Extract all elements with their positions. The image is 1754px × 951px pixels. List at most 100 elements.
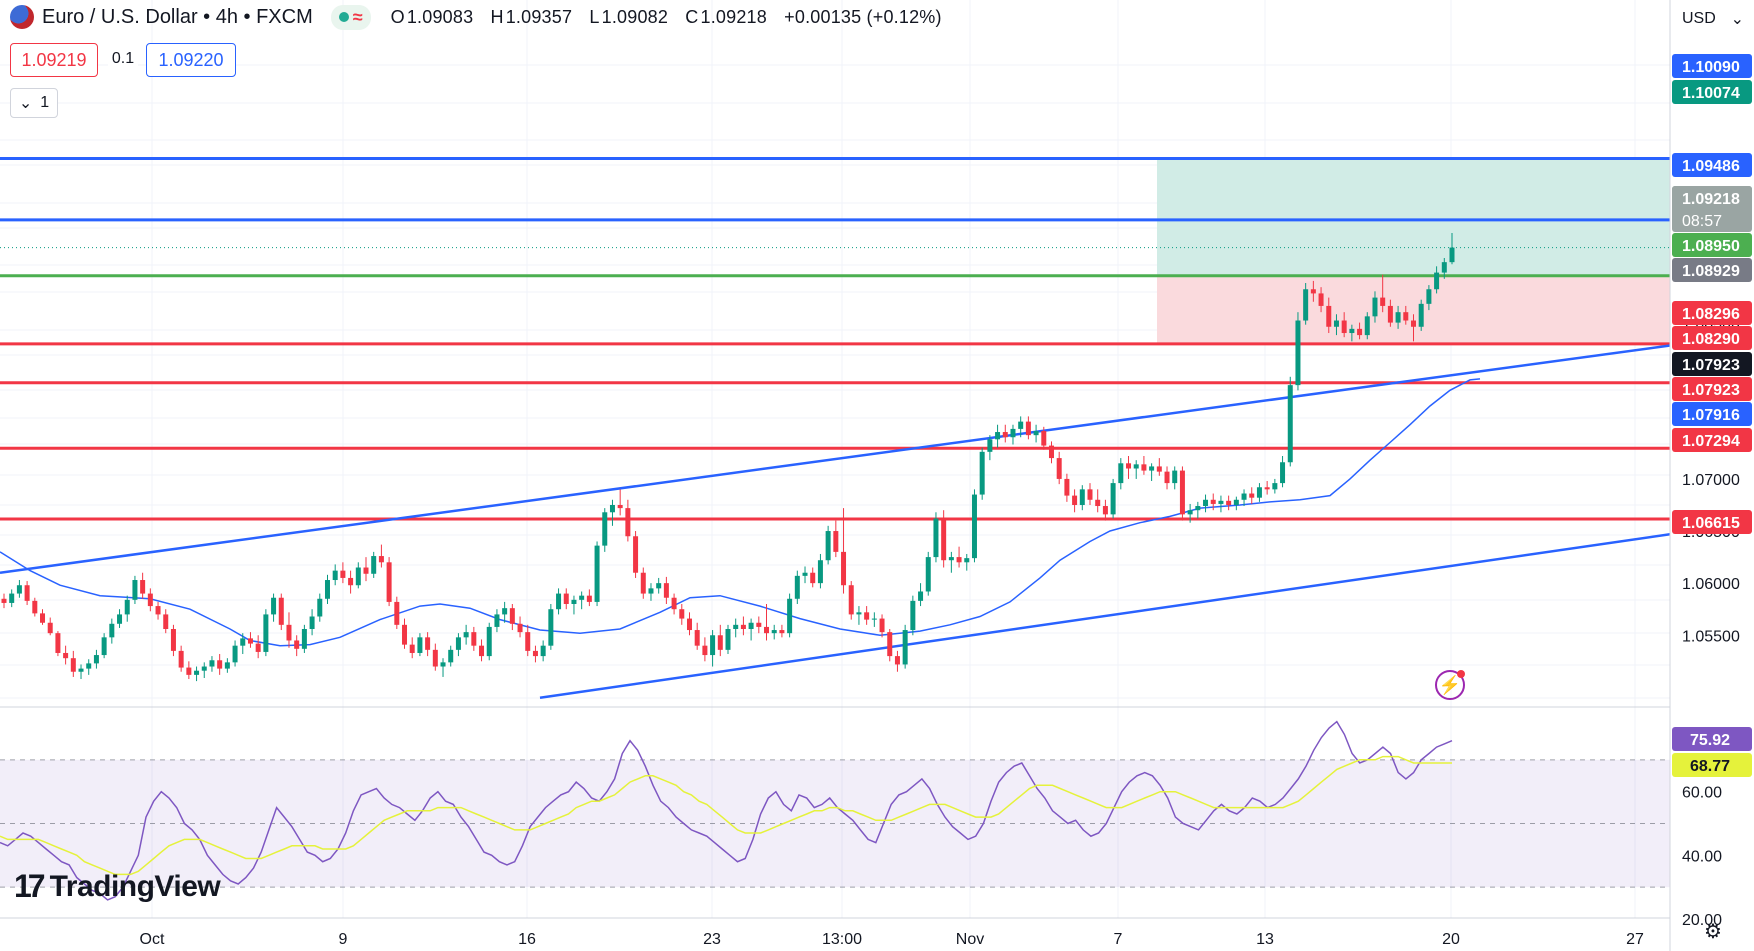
candle-body bbox=[186, 667, 192, 675]
candle-body bbox=[1, 598, 7, 603]
alert-bolt-icon[interactable]: ⚡ bbox=[1435, 670, 1465, 700]
candle-body bbox=[864, 612, 870, 620]
axis-price-label: 1.09218 bbox=[1682, 191, 1740, 208]
candle-body bbox=[448, 649, 454, 663]
candle-body bbox=[232, 645, 238, 663]
low-label: L bbox=[589, 6, 600, 27]
candle-body bbox=[1249, 493, 1255, 498]
indicator-collapse-button[interactable]: ⌄ 1 bbox=[10, 88, 58, 118]
notification-dot-icon bbox=[1457, 670, 1465, 678]
candle-body bbox=[841, 551, 847, 586]
indicator-count: 1 bbox=[40, 94, 50, 111]
trend-channel-lower bbox=[539, 520, 1754, 700]
candle-body bbox=[194, 670, 200, 675]
candle-body bbox=[1156, 466, 1162, 472]
candle-body bbox=[1102, 506, 1108, 515]
axis-price-badge bbox=[1672, 186, 1752, 210]
rsi-tick-label: 60.00 bbox=[1682, 785, 1722, 802]
candle-body bbox=[209, 660, 215, 667]
candle-body bbox=[563, 593, 569, 604]
wave-icon: ≈ bbox=[352, 6, 363, 27]
symbol-title[interactable]: Euro / U.S. Dollar • 4h • FXCM bbox=[42, 5, 313, 28]
candle-body bbox=[1048, 445, 1054, 459]
open-value: 1.09083 bbox=[406, 6, 474, 27]
candle-body bbox=[1164, 471, 1170, 484]
candle-body bbox=[324, 580, 330, 599]
candle-body bbox=[1079, 489, 1085, 505]
candle-body bbox=[1303, 289, 1309, 321]
candle-body bbox=[1357, 328, 1363, 336]
candle-body bbox=[1372, 297, 1378, 317]
candle-body bbox=[1256, 487, 1262, 498]
x-tick-label: 9 bbox=[339, 931, 348, 948]
candle-body bbox=[856, 612, 862, 615]
candle-body bbox=[371, 556, 377, 574]
candle-body bbox=[910, 600, 916, 631]
x-tick-label: 16 bbox=[518, 931, 536, 948]
candle-body bbox=[733, 624, 739, 630]
axis-price-label: 1.07294 bbox=[1682, 433, 1740, 450]
candle-body bbox=[725, 629, 731, 650]
axis-price-badge bbox=[1672, 377, 1752, 401]
candle-body bbox=[894, 656, 900, 665]
y-tick-label: 1.07000 bbox=[1682, 472, 1740, 489]
candle-body bbox=[386, 562, 392, 602]
candle-body bbox=[1264, 487, 1270, 490]
candle-body bbox=[1041, 430, 1047, 446]
candle-body bbox=[425, 637, 431, 650]
candle-body bbox=[155, 606, 161, 615]
candle-body bbox=[540, 645, 546, 657]
candle-body bbox=[47, 622, 53, 634]
currency-select[interactable]: USD ⌄ bbox=[1672, 4, 1752, 34]
candle-body bbox=[1095, 499, 1101, 507]
buy-button[interactable]: 1.09220 bbox=[146, 43, 236, 77]
axis-price-badge bbox=[1672, 326, 1752, 350]
candle-body bbox=[1280, 462, 1286, 484]
axis-price-label: 1.07916 bbox=[1682, 407, 1740, 424]
countdown-label: 08:57 bbox=[1682, 213, 1722, 230]
rsi-ma-line bbox=[0, 755, 1452, 876]
candle-body bbox=[779, 630, 785, 634]
trend-channel-upper bbox=[0, 332, 1754, 574]
candle-body bbox=[1426, 289, 1432, 304]
x-tick-label: 7 bbox=[1114, 931, 1123, 948]
candle-body bbox=[340, 570, 346, 578]
candle-body bbox=[455, 637, 461, 650]
candle-body bbox=[571, 599, 577, 604]
candle-body bbox=[956, 557, 962, 563]
candle-body bbox=[1349, 328, 1355, 334]
candle-body bbox=[178, 650, 184, 668]
candle-body bbox=[271, 597, 277, 615]
axis-price-label: 1.10090 bbox=[1682, 59, 1740, 76]
currency-label: USD bbox=[1682, 10, 1716, 27]
x-tick-label: 13:00 bbox=[822, 931, 862, 948]
candle-body bbox=[1172, 470, 1178, 484]
candle-body bbox=[163, 614, 169, 630]
candle-body bbox=[817, 560, 823, 584]
candle-body bbox=[702, 645, 708, 656]
market-status[interactable]: ≈ bbox=[330, 4, 371, 30]
chart-settings-icon[interactable]: ⚙ bbox=[1704, 920, 1722, 943]
candle-body bbox=[1310, 289, 1316, 294]
chart-header: Euro / U.S. Dollar • 4h • FXCM ≈ O 1.0908… bbox=[0, 0, 942, 34]
candle-body bbox=[1110, 483, 1116, 515]
tradingview-logo[interactable]: 17 TradingView bbox=[14, 868, 221, 905]
candle-body bbox=[679, 609, 685, 619]
candle-body bbox=[1002, 432, 1008, 438]
open-label: O bbox=[390, 6, 405, 27]
candle-body bbox=[787, 598, 793, 634]
candle-body bbox=[224, 662, 230, 669]
candle-body bbox=[1025, 421, 1031, 436]
candle-body bbox=[1272, 483, 1278, 490]
candle-body bbox=[825, 531, 831, 561]
candle-body bbox=[794, 575, 800, 599]
close-label: C bbox=[685, 6, 699, 27]
candle-body bbox=[394, 601, 400, 625]
axis-price-label: 1.10074 bbox=[1682, 85, 1740, 102]
candle-body bbox=[594, 545, 600, 602]
high-value: 1.09357 bbox=[505, 6, 573, 27]
candle-body bbox=[887, 632, 893, 657]
sell-button[interactable]: 1.09219 bbox=[10, 43, 98, 77]
candle-body bbox=[1072, 495, 1078, 505]
